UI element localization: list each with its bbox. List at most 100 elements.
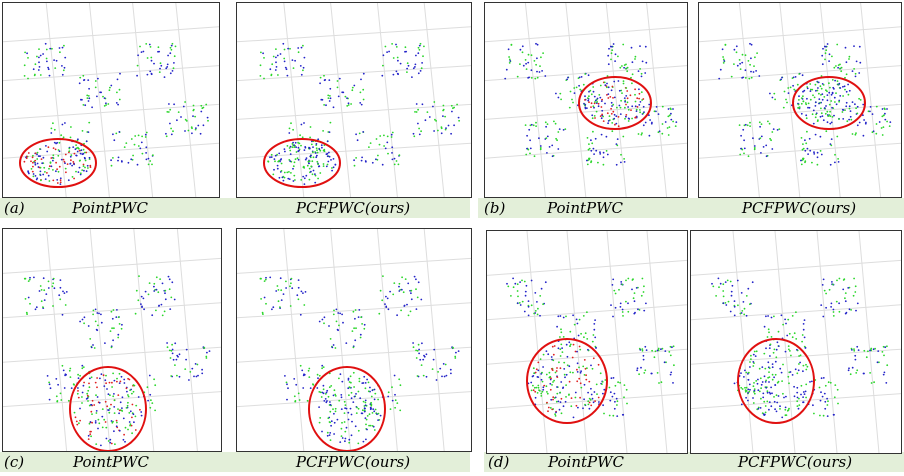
point xyxy=(634,55,637,58)
point xyxy=(98,312,100,315)
point xyxy=(804,102,807,104)
point xyxy=(837,158,839,160)
point xyxy=(566,355,569,358)
point xyxy=(93,404,96,406)
point xyxy=(607,122,609,125)
point xyxy=(422,358,425,361)
point xyxy=(595,110,598,113)
point xyxy=(748,77,751,80)
point xyxy=(49,387,52,390)
point xyxy=(456,103,458,106)
point xyxy=(849,115,852,118)
point xyxy=(853,68,855,70)
point xyxy=(541,371,543,374)
point xyxy=(613,407,616,410)
point xyxy=(189,371,192,373)
point xyxy=(49,162,52,164)
point xyxy=(765,144,768,147)
point xyxy=(410,298,413,301)
point xyxy=(820,94,822,96)
point xyxy=(333,412,335,415)
point xyxy=(307,160,310,163)
point xyxy=(105,437,108,440)
point xyxy=(848,118,850,121)
point xyxy=(364,417,367,419)
point xyxy=(133,143,136,146)
point xyxy=(34,163,37,166)
point xyxy=(828,288,831,291)
point xyxy=(753,148,756,151)
point xyxy=(100,91,102,94)
point xyxy=(615,115,618,118)
point xyxy=(560,331,563,334)
point xyxy=(780,78,782,81)
point xyxy=(544,281,547,284)
point xyxy=(450,132,452,135)
point xyxy=(328,151,330,154)
point xyxy=(769,343,772,346)
point xyxy=(753,65,755,67)
point xyxy=(199,132,202,135)
point xyxy=(326,163,329,166)
point xyxy=(760,397,762,400)
point xyxy=(303,167,306,169)
point xyxy=(642,98,645,100)
point xyxy=(592,86,595,88)
point xyxy=(288,127,291,130)
point xyxy=(886,120,888,123)
point xyxy=(98,401,101,404)
point xyxy=(417,343,420,346)
point xyxy=(36,151,39,154)
point xyxy=(102,374,105,377)
point xyxy=(783,90,786,93)
point xyxy=(352,371,355,374)
point xyxy=(416,349,419,352)
point xyxy=(549,375,552,378)
point xyxy=(875,123,878,125)
point xyxy=(288,159,291,161)
point xyxy=(391,399,394,402)
point xyxy=(176,374,178,377)
point xyxy=(347,104,350,106)
point xyxy=(559,391,562,394)
point xyxy=(625,300,627,303)
point xyxy=(532,384,534,387)
point xyxy=(194,363,197,365)
point xyxy=(122,438,125,441)
point xyxy=(283,148,286,151)
point-cloud-image xyxy=(236,228,472,452)
point xyxy=(64,167,67,170)
point xyxy=(610,52,613,55)
point xyxy=(664,121,667,123)
point xyxy=(880,127,883,129)
grid-line xyxy=(487,259,687,276)
point xyxy=(61,73,64,76)
point xyxy=(854,354,857,357)
point xyxy=(530,381,533,384)
point xyxy=(423,45,425,48)
point xyxy=(557,315,560,318)
point xyxy=(546,392,549,395)
point xyxy=(535,63,537,66)
point xyxy=(767,315,769,317)
point xyxy=(323,104,325,106)
point xyxy=(171,343,174,346)
point xyxy=(537,384,540,387)
point xyxy=(373,398,376,401)
point xyxy=(201,368,204,371)
point xyxy=(58,150,61,153)
point xyxy=(556,325,558,328)
point xyxy=(773,348,776,351)
point xyxy=(48,74,51,77)
point xyxy=(762,392,765,395)
point xyxy=(638,104,641,106)
point xyxy=(609,399,612,402)
point xyxy=(569,343,572,346)
point xyxy=(338,77,341,80)
point xyxy=(34,162,36,164)
point xyxy=(300,179,303,181)
point xyxy=(176,119,178,122)
point xyxy=(567,76,569,79)
point xyxy=(597,105,600,108)
point xyxy=(395,46,398,48)
